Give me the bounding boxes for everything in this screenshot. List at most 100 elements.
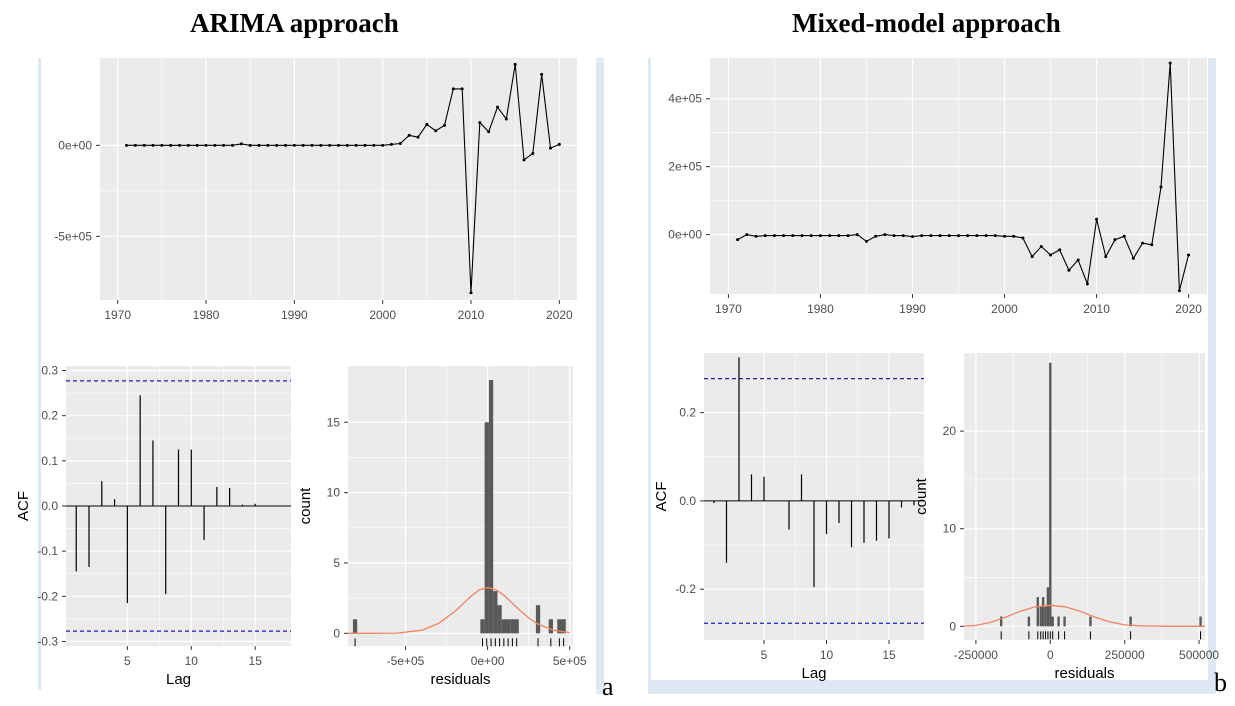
data-point <box>381 143 385 147</box>
y-tick-label: 20 <box>943 424 957 438</box>
left-frame-edge <box>38 58 41 690</box>
data-point <box>522 158 526 162</box>
data-point <box>957 234 960 238</box>
x-tick-label: -5e+05 <box>387 654 425 668</box>
histogram-bar <box>505 619 511 634</box>
data-point <box>513 62 517 66</box>
data-point <box>363 143 367 147</box>
right-frame-edge <box>648 58 651 694</box>
data-point <box>178 143 181 147</box>
y-tick-label: 0.2 <box>41 409 58 423</box>
data-point <box>1113 238 1117 242</box>
data-point <box>1122 234 1126 238</box>
data-point <box>1150 243 1154 247</box>
data-point <box>938 234 942 238</box>
y-tick-label: 0.0 <box>41 499 58 513</box>
x-tick-label: 1980 <box>807 302 834 316</box>
data-point <box>204 143 208 147</box>
y-tick-label: 0e+00 <box>668 228 702 242</box>
x-tick-label: 1970 <box>104 308 131 322</box>
y-tick-label: 0 <box>333 626 340 640</box>
data-point <box>372 143 376 147</box>
data-point <box>920 234 924 238</box>
x-tick-label: 15 <box>249 654 263 668</box>
x-tick-label: 1980 <box>193 308 220 322</box>
plot-panel <box>964 353 1205 640</box>
histogram-bar <box>480 619 485 634</box>
data-point <box>310 143 314 147</box>
y-tick-label: 5 <box>333 556 340 570</box>
data-point <box>487 130 491 134</box>
data-point <box>557 142 561 146</box>
y-tick-label: -0.3 <box>37 634 58 648</box>
histogram-bar <box>1199 616 1202 627</box>
data-point <box>549 146 552 150</box>
histogram-bar <box>1039 606 1042 627</box>
data-point <box>1187 253 1191 257</box>
data-point <box>434 129 438 133</box>
y-tick-label: -0.2 <box>37 589 58 603</box>
data-point <box>984 234 988 238</box>
a-ts-chart: 1970 1980 1990 2000 2010 2020 0e+00 -5e+05 <box>54 58 577 322</box>
data-point <box>782 234 786 238</box>
histogram-bar <box>484 422 489 634</box>
b-hist-chart: -250000 0 250000 500000 0 10 20 residuals count <box>913 353 1219 682</box>
data-point <box>1104 255 1108 259</box>
x-tick-label: 5 <box>124 654 131 668</box>
y-tick-label: -0.1 <box>37 544 58 558</box>
y-tick-label: 2e+05 <box>668 160 702 174</box>
x-tick-label: 1990 <box>281 308 308 322</box>
data-point <box>275 143 279 147</box>
data-point <box>213 143 217 147</box>
data-point <box>496 105 499 109</box>
data-point <box>398 142 402 146</box>
data-point <box>1012 234 1016 238</box>
x-tick-label: 2010 <box>1083 302 1110 316</box>
histogram-bar <box>1027 616 1031 627</box>
histogram-bar <box>501 619 506 634</box>
data-point <box>1085 282 1089 286</box>
x-tick-label: 250000 <box>1105 648 1145 662</box>
data-point <box>469 291 473 295</box>
data-point <box>754 234 758 238</box>
data-point <box>1076 258 1080 262</box>
data-point <box>125 143 128 147</box>
b-ts-chart: 1970 1980 1990 2000 2010 2020 4e+05 2e+05 0e+00 <box>668 58 1207 316</box>
data-point <box>736 238 740 242</box>
x-tick-label: 15 <box>882 648 896 662</box>
data-point <box>142 143 146 147</box>
histogram-bar <box>1089 616 1092 627</box>
data-point <box>818 234 822 238</box>
y-tick-label: 10 <box>943 522 957 536</box>
y-axis-label: count <box>913 477 930 515</box>
x-tick-label: 5 <box>761 648 768 662</box>
data-point <box>975 234 979 238</box>
y-tick-label: 4e+05 <box>668 92 702 106</box>
plot-panel <box>348 366 573 646</box>
histogram-bar <box>561 619 566 634</box>
data-point <box>855 233 859 237</box>
plot-panel <box>704 353 924 640</box>
panel-letter-b: b <box>1214 668 1227 697</box>
left-frame-scroll-edge <box>596 58 604 694</box>
a-acf-chart: 5 10 15 0.3 0.2 0.1 0.0 -0.1 -0.2 -0.3 Lag ACF <box>15 364 291 688</box>
data-point <box>169 143 173 147</box>
data-point <box>1058 248 1062 252</box>
histogram-bar <box>1046 587 1050 627</box>
histogram-bar <box>493 591 498 634</box>
data-point <box>504 117 508 121</box>
y-tick-label: 0.0 <box>679 494 696 508</box>
y-tick-label: 0.1 <box>41 454 58 468</box>
histogram-bar <box>1044 606 1047 627</box>
data-point <box>407 133 411 137</box>
data-point <box>1021 236 1025 240</box>
data-point <box>1067 268 1071 272</box>
right-frame-bottom-edge <box>648 680 1216 694</box>
y-tick-label: 0.2 <box>679 406 696 420</box>
data-point <box>864 239 868 243</box>
a-hist-chart: -5e+05 0e+00 5e+05 0 5 10 15 residuals count <box>297 366 587 688</box>
data-point <box>301 143 305 147</box>
data-point <box>947 234 951 238</box>
data-point <box>800 234 804 238</box>
x-tick-label: 0e+00 <box>471 654 505 668</box>
